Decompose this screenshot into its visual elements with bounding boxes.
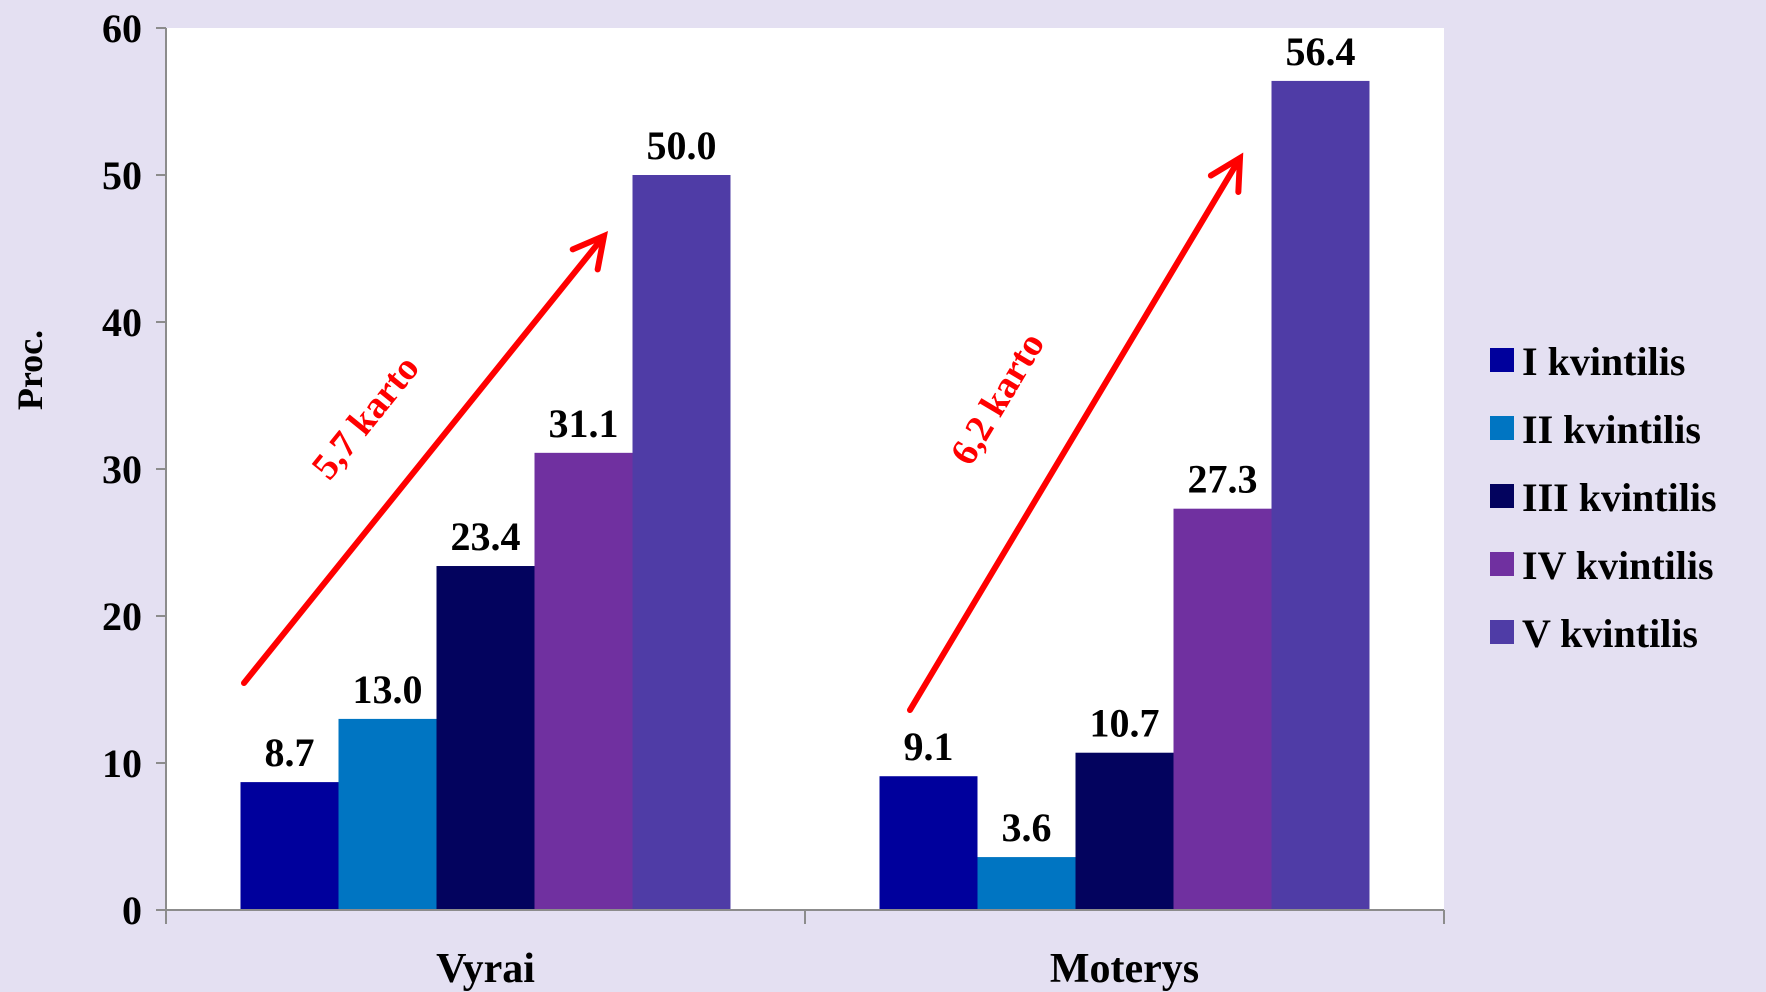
data-label-moterys-2: 3.6 xyxy=(1002,805,1052,850)
legend-swatch-2 xyxy=(1490,416,1514,440)
y-tick-label: 20 xyxy=(102,594,142,639)
axes-layer: Vyrai Moterys 0 10 20 30 40 50 60 Proc. xyxy=(10,6,1445,992)
annotation-arrowhead xyxy=(1207,152,1244,195)
data-label-moterys-3: 10.7 xyxy=(1090,701,1160,746)
data-label-moterys-1: 9.1 xyxy=(904,724,954,769)
y-tick-label: 40 xyxy=(102,300,142,345)
legend-label-3: III kvintilis xyxy=(1522,475,1717,520)
y-tick-label: 60 xyxy=(102,6,142,51)
data-label-moterys-5: 56.4 xyxy=(1286,29,1356,74)
legend-label-2: II kvintilis xyxy=(1522,407,1701,452)
y-tick-label: 0 xyxy=(122,888,142,933)
bar-vyrai-5 xyxy=(632,175,731,910)
data-labels-layer: 8.7 13.0 23.4 31.1 50.0 9.1 3.6 10.7 27.3 56.4 xyxy=(265,29,1356,850)
x-tick-label-moterys: Moterys xyxy=(1050,946,1199,992)
bar-moterys-2 xyxy=(977,857,1076,910)
data-label-vyrai-1: 8.7 xyxy=(265,730,315,775)
legend-label-1: I kvintilis xyxy=(1522,339,1685,384)
legend-swatch-5 xyxy=(1490,620,1514,644)
y-tick-label: 30 xyxy=(102,447,142,492)
legend: I kvintilis II kvintilis III kvintilis IV k… xyxy=(1490,339,1717,656)
y-tick-label: 10 xyxy=(102,741,142,786)
bar-vyrai-1 xyxy=(240,782,339,910)
bar-moterys-1 xyxy=(879,776,978,910)
bar-vyrai-3 xyxy=(436,566,535,910)
data-label-vyrai-2: 13.0 xyxy=(353,667,423,712)
legend-swatch-4 xyxy=(1490,552,1514,576)
annotation-arrowhead xyxy=(569,231,608,273)
annotation-arrow-line xyxy=(241,236,605,686)
bar-moterys-4 xyxy=(1173,508,1272,910)
y-tick-label: 50 xyxy=(102,153,142,198)
y-axis-title: Proc. xyxy=(10,330,50,410)
data-label-vyrai-4: 31.1 xyxy=(549,401,619,446)
bar-moterys-5 xyxy=(1271,80,1370,911)
legend-label-5: V kvintilis xyxy=(1522,611,1698,656)
data-label-vyrai-3: 23.4 xyxy=(451,514,521,559)
bar-vyrai-2 xyxy=(338,718,437,910)
annotation-arrow-line xyxy=(907,158,1241,713)
legend-label-4: IV kvintilis xyxy=(1522,543,1714,588)
bar-vyrai-4 xyxy=(534,452,633,910)
bar-moterys-3 xyxy=(1075,752,1174,910)
x-tick-label-vyrai: Vyrai xyxy=(436,946,535,992)
bars-layer xyxy=(240,80,1370,911)
data-label-moterys-4: 27.3 xyxy=(1188,457,1258,502)
legend-swatch-3 xyxy=(1490,484,1514,508)
legend-swatch-1 xyxy=(1490,348,1514,372)
data-label-vyrai-5: 50.0 xyxy=(647,123,717,168)
